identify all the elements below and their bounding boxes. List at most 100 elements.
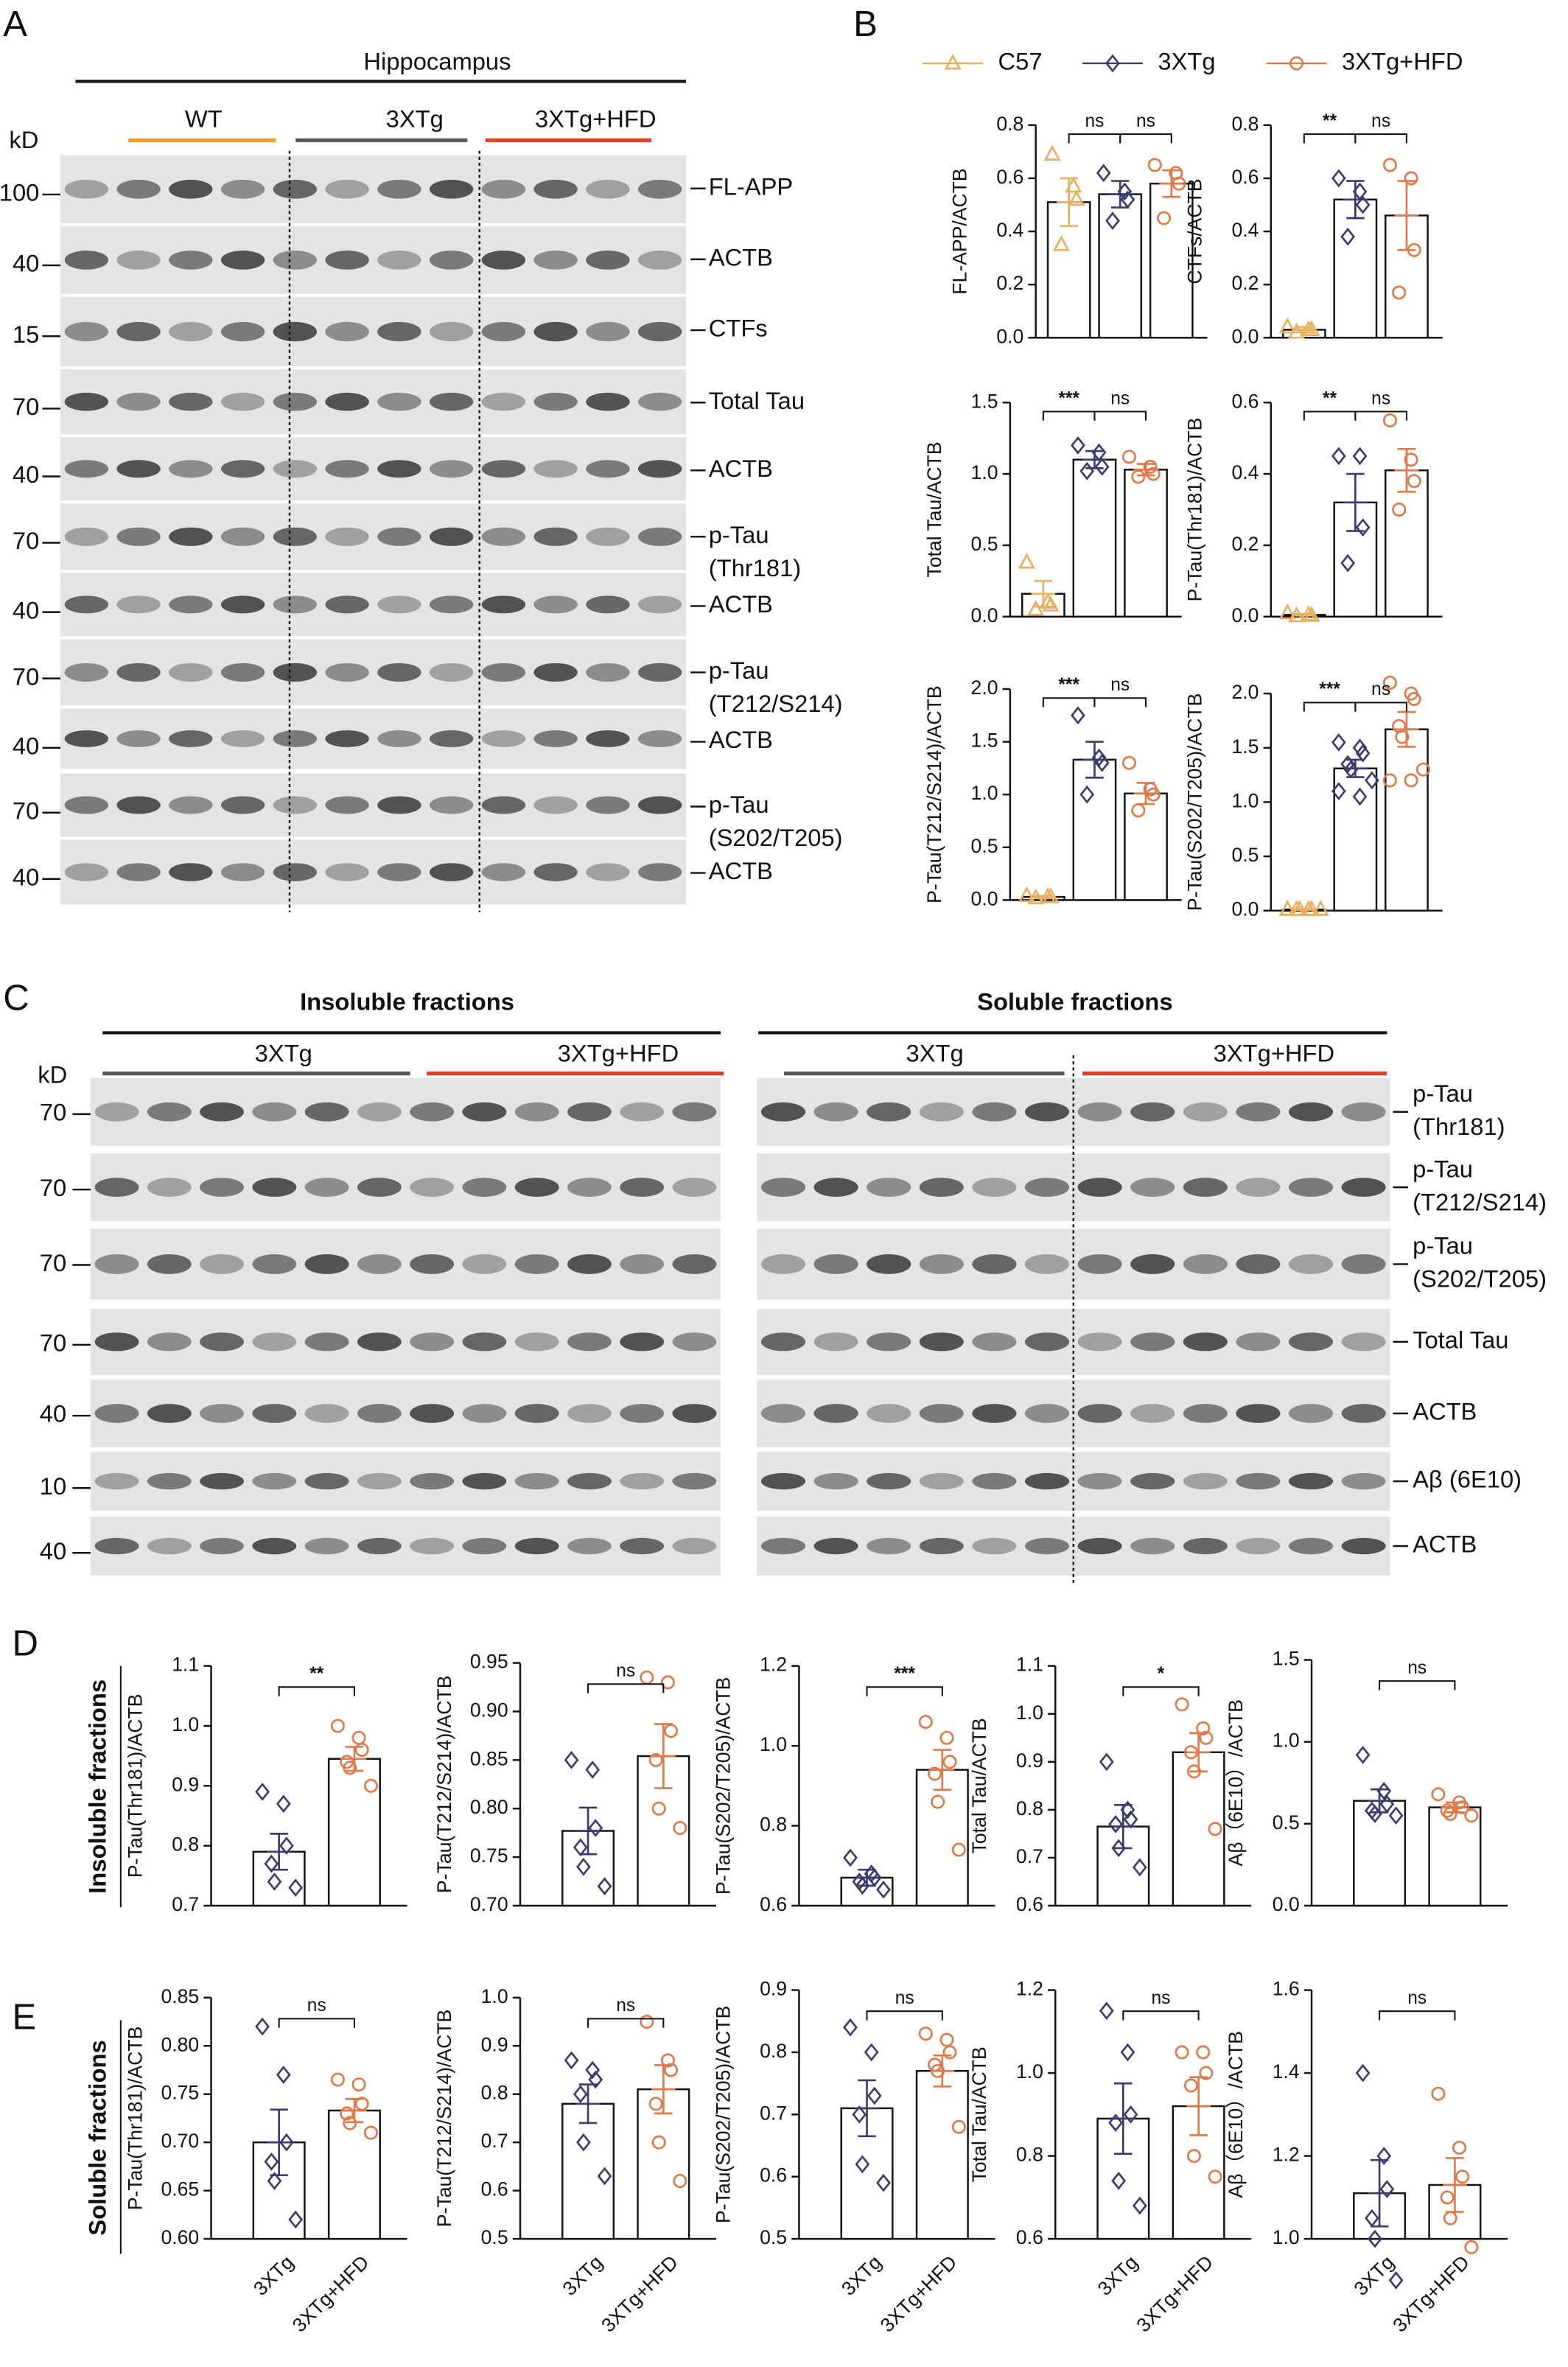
band: [1183, 1332, 1228, 1352]
band: [481, 392, 526, 411]
band: [637, 460, 682, 478]
point: [876, 2173, 891, 2192]
point: [651, 1801, 666, 1816]
kd-label: 70: [13, 527, 39, 554]
band: [637, 863, 682, 881]
band: [220, 730, 265, 747]
point: [1132, 2196, 1147, 2215]
point: [1407, 474, 1421, 489]
band: [273, 460, 318, 478]
y-axis-label: P-Tau(T212/S214)/ACTB: [923, 685, 945, 903]
band: [220, 460, 265, 478]
x-tick-label: 3XTg: [558, 2251, 606, 2300]
bar: [1072, 758, 1117, 901]
bar: [915, 1769, 969, 1907]
band: [1024, 1332, 1070, 1352]
y-tick-label: 1.5: [971, 730, 998, 752]
protein-label: ACTB: [1413, 1531, 1477, 1558]
band: [514, 1178, 559, 1198]
band: [1024, 1472, 1070, 1490]
band: [273, 730, 318, 747]
band: [252, 1102, 297, 1122]
band: [169, 460, 213, 478]
bracket: [1303, 702, 1357, 712]
point: [942, 2045, 957, 2060]
y-tick-label: 1.0: [971, 461, 998, 483]
y-tick-label: 0.0: [1231, 898, 1259, 920]
band: [94, 1332, 139, 1352]
bracket: [1122, 2010, 1200, 2021]
point: [1300, 900, 1317, 916]
point: [255, 1783, 270, 1801]
point: [267, 2172, 282, 2190]
x-tick-label: 3XTg+HFD: [876, 2251, 962, 2337]
bracket: [1093, 697, 1147, 707]
point: [573, 2085, 588, 2104]
bracket: [1093, 410, 1147, 421]
point: [276, 2066, 291, 2084]
y-tick-label: 1.0: [971, 782, 998, 804]
band: [252, 1404, 297, 1423]
point: [1111, 2171, 1127, 2190]
y-tick-label: 0.85: [470, 1747, 508, 1769]
blot: [90, 1379, 721, 1448]
band: [481, 179, 526, 199]
band: [672, 1102, 717, 1122]
point: [939, 2032, 954, 2047]
band: [567, 1254, 612, 1274]
kd-label: 15: [13, 321, 39, 348]
band: [1024, 1254, 1070, 1274]
band: [410, 1472, 455, 1490]
blot: [90, 1308, 721, 1375]
point: [1157, 211, 1172, 225]
y-tick-label: 1.1: [1016, 1654, 1043, 1676]
point: [1018, 553, 1035, 569]
band: [64, 662, 109, 682]
point: [1027, 600, 1045, 616]
significance: **: [1323, 111, 1337, 131]
point: [1303, 320, 1320, 336]
point: [867, 1868, 882, 1887]
point: [1368, 1805, 1382, 1823]
band: [273, 527, 318, 546]
point: [1146, 466, 1161, 481]
point: [1303, 606, 1320, 622]
point: [1018, 886, 1035, 903]
band: [637, 595, 682, 614]
error-bar: [575, 1806, 601, 1856]
band: [252, 1472, 297, 1490]
y-tick-label: 0.5: [481, 2226, 508, 2248]
band: [147, 1472, 192, 1490]
y-tick-label: 0.8: [172, 1833, 199, 1856]
point: [288, 1878, 304, 1897]
point: [864, 2043, 879, 2062]
y-tick-label: 0.60: [161, 2226, 199, 2248]
band: [273, 251, 318, 270]
band: [972, 1102, 1017, 1122]
y-tick-label: 0.65: [161, 2178, 199, 2200]
band: [972, 1178, 1017, 1198]
y-tick-label: 0.6: [1231, 390, 1259, 412]
protein-label: (Thr181): [709, 554, 801, 581]
y-tick-label: 1.4: [1273, 2060, 1300, 2083]
band: [1288, 1254, 1334, 1274]
protein-label: FL-APP: [709, 172, 794, 200]
blot: [60, 708, 687, 769]
point: [1392, 502, 1407, 517]
significance: ***: [1058, 388, 1079, 408]
band: [410, 1404, 455, 1423]
band: [94, 1254, 139, 1274]
y-tick-label: 2.0: [971, 676, 998, 699]
band: [586, 527, 630, 546]
band: [325, 796, 369, 814]
bracket: [1122, 1686, 1200, 1696]
band: [200, 1472, 244, 1490]
y-tick-label: 0.6: [760, 1893, 787, 1915]
error-bar: [342, 2097, 367, 2124]
band: [169, 796, 213, 814]
y-tick-label: 0.0: [1273, 1893, 1300, 1915]
band: [1288, 1178, 1334, 1198]
significance: ns: [1371, 679, 1390, 699]
error-bar: [1031, 580, 1056, 608]
point: [673, 1821, 687, 1836]
